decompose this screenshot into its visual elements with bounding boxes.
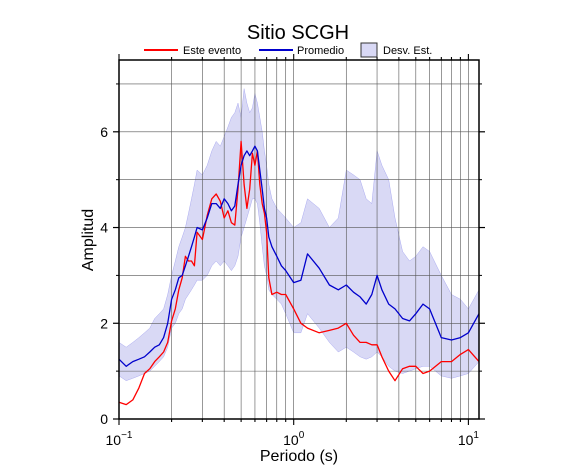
- x-tick-label: 100: [283, 430, 305, 448]
- y-tick-label: 2: [100, 315, 108, 331]
- legend-swatch-band: [360, 42, 378, 58]
- x-axis-label: Periodo (s): [260, 448, 338, 465]
- legend-label-event: Este evento: [183, 45, 241, 57]
- mean-line: [118, 145, 480, 367]
- legend: Este evento Promedio Desv. Est.: [144, 42, 432, 58]
- event-line: [118, 140, 480, 406]
- plot-frame: [118, 59, 480, 420]
- x-tick-label: 101: [458, 430, 480, 448]
- std-dev-band: [118, 88, 480, 381]
- legend-label-band: Desv. Est.: [383, 45, 432, 57]
- legend-label-mean: Promedio: [297, 45, 344, 57]
- y-tick-label: 4: [100, 220, 108, 236]
- y-axis-label: Amplitud: [80, 209, 97, 271]
- y-tick-label: 6: [100, 124, 108, 140]
- plot-area: 0 2 4 6 10−1 100 101: [100, 54, 485, 448]
- x-tick-label: 10−1: [106, 430, 133, 448]
- chart-title: Sitio SCGH: [247, 22, 349, 44]
- y-tick-label: 0: [100, 411, 108, 427]
